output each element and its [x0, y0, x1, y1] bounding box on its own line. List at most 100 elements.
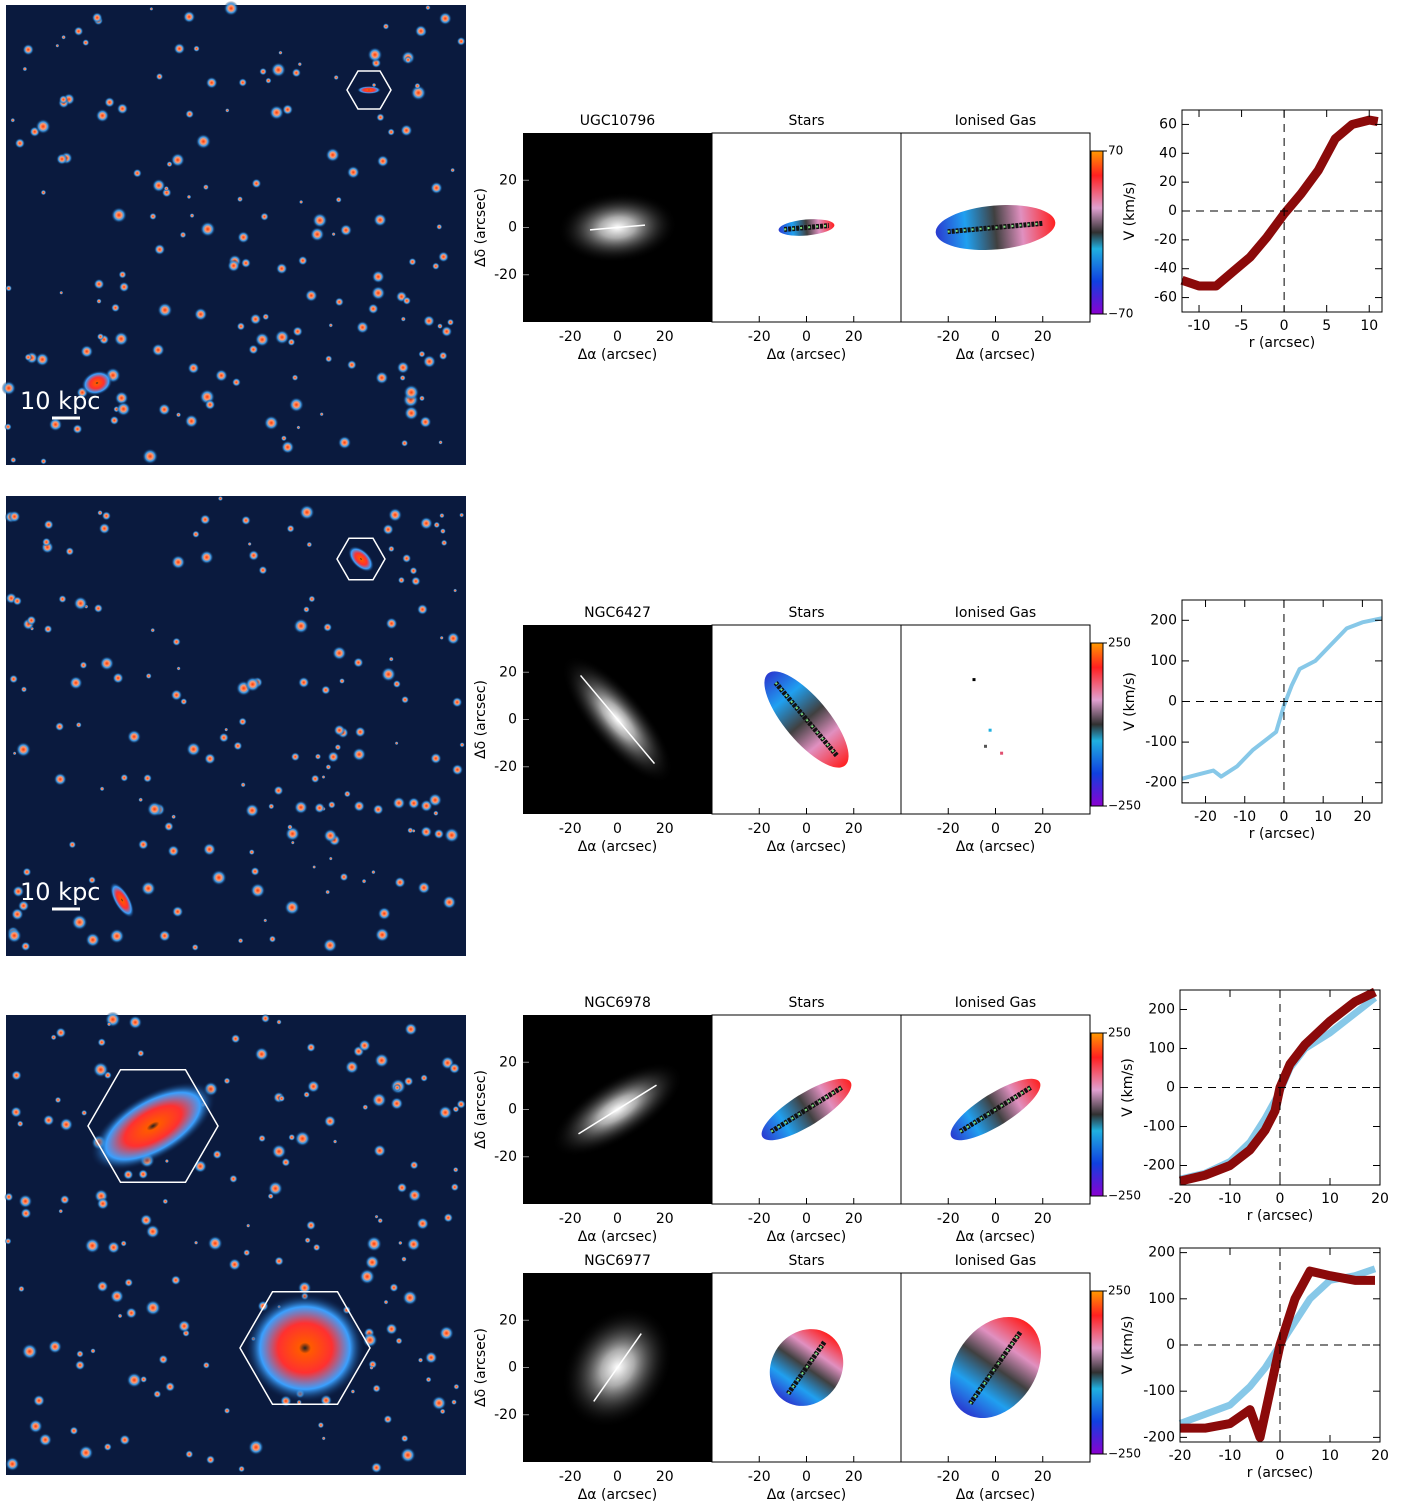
x-tick-label: 0 [802, 1469, 811, 1485]
star [297, 255, 308, 266]
star [450, 1182, 460, 1192]
star [372, 1384, 381, 1393]
star [73, 596, 88, 611]
star [303, 1091, 311, 1099]
x-tick-label: -20 [937, 329, 960, 345]
star [163, 185, 170, 192]
star [287, 824, 293, 831]
x-tick-label: 0 [613, 821, 622, 837]
star [158, 403, 171, 416]
star [268, 935, 277, 943]
star [382, 523, 394, 536]
star [42, 1114, 55, 1126]
star [376, 113, 385, 122]
star [436, 223, 443, 230]
star [82, 38, 90, 47]
star [103, 1442, 112, 1452]
y-tick-label: 0 [508, 1360, 517, 1376]
star [245, 803, 260, 818]
x-axis-label: Δα (arcsec) [767, 347, 847, 363]
star [381, 666, 396, 682]
star [227, 259, 240, 273]
star [10, 456, 17, 464]
star [20, 686, 28, 693]
colorbar-labels: 70 −70 [1103, 144, 1133, 321]
star [91, 12, 103, 24]
star [93, 603, 104, 614]
spaxel-track [969, 1330, 1022, 1405]
star [143, 773, 153, 783]
star [118, 281, 130, 293]
colorbar-tick-label: 70 [1108, 144, 1123, 158]
x-tick-label: 0 [1276, 1448, 1285, 1464]
star [20, 1207, 32, 1219]
star [166, 160, 173, 168]
x-tick-label: 0 [1276, 1191, 1285, 1207]
star [223, 0, 239, 16]
sky-image [6, 1015, 466, 1475]
star [223, 1407, 231, 1415]
star [416, 1217, 430, 1230]
star [38, 1433, 52, 1447]
galaxy-name: NGC6977 [584, 1253, 651, 1269]
star [308, 595, 316, 603]
rotation-curve [1180, 1266, 1375, 1442]
x-tick-label: 20 [1034, 329, 1052, 345]
star [337, 435, 352, 450]
star [112, 672, 124, 684]
star [240, 258, 251, 269]
rotation-curve [1180, 115, 1379, 291]
star [17, 1285, 25, 1293]
y-axis-label: Δδ (arcsec) [473, 188, 489, 267]
star [324, 355, 333, 363]
spaxel-track [783, 223, 830, 232]
x-tick-label: -20 [748, 1211, 771, 1227]
x-tick-label: -20 [937, 821, 960, 837]
x-tick-label: 10 [1321, 1448, 1339, 1464]
x-tick-label: -20 [559, 1469, 582, 1485]
star [418, 350, 426, 358]
x-axis-label: r (arcsec) [1249, 826, 1315, 842]
star [187, 362, 200, 375]
star [459, 512, 465, 518]
star [218, 732, 229, 743]
star [10, 1106, 22, 1118]
star [325, 147, 340, 163]
x-tick-label: -20 [937, 1469, 960, 1485]
x-tick-label: 0 [802, 821, 811, 837]
x-axis-label: Δα (arcsec) [767, 1487, 847, 1503]
star [204, 752, 216, 765]
star [400, 124, 413, 137]
star [202, 184, 210, 191]
star [267, 1181, 283, 1196]
y-tick-label: 0 [1168, 694, 1177, 710]
panel-title: Stars [788, 1253, 824, 1269]
star [383, 1414, 393, 1424]
colorbar-labels: 250 −250 [1103, 636, 1141, 813]
star [396, 361, 410, 374]
star [238, 1465, 246, 1473]
star [416, 603, 429, 616]
star [107, 1240, 121, 1254]
star [217, 495, 224, 502]
y-axis-label: V (km/s) [1120, 1058, 1136, 1117]
star [287, 338, 296, 347]
star [297, 676, 310, 689]
y-tick-label: 100 [1148, 1041, 1175, 1057]
star [138, 797, 144, 803]
star [343, 790, 351, 798]
x-axis-label: Δα (arcsec) [578, 839, 658, 855]
star [334, 743, 342, 751]
star [245, 676, 261, 692]
star [294, 800, 308, 815]
star [265, 77, 272, 84]
star [284, 899, 300, 916]
star [99, 656, 115, 671]
star [400, 316, 407, 322]
star [292, 326, 303, 337]
star [325, 763, 332, 771]
star [366, 1235, 382, 1252]
star [132, 168, 142, 178]
y-tick-label: 60 [1159, 116, 1177, 132]
star [268, 803, 275, 810]
